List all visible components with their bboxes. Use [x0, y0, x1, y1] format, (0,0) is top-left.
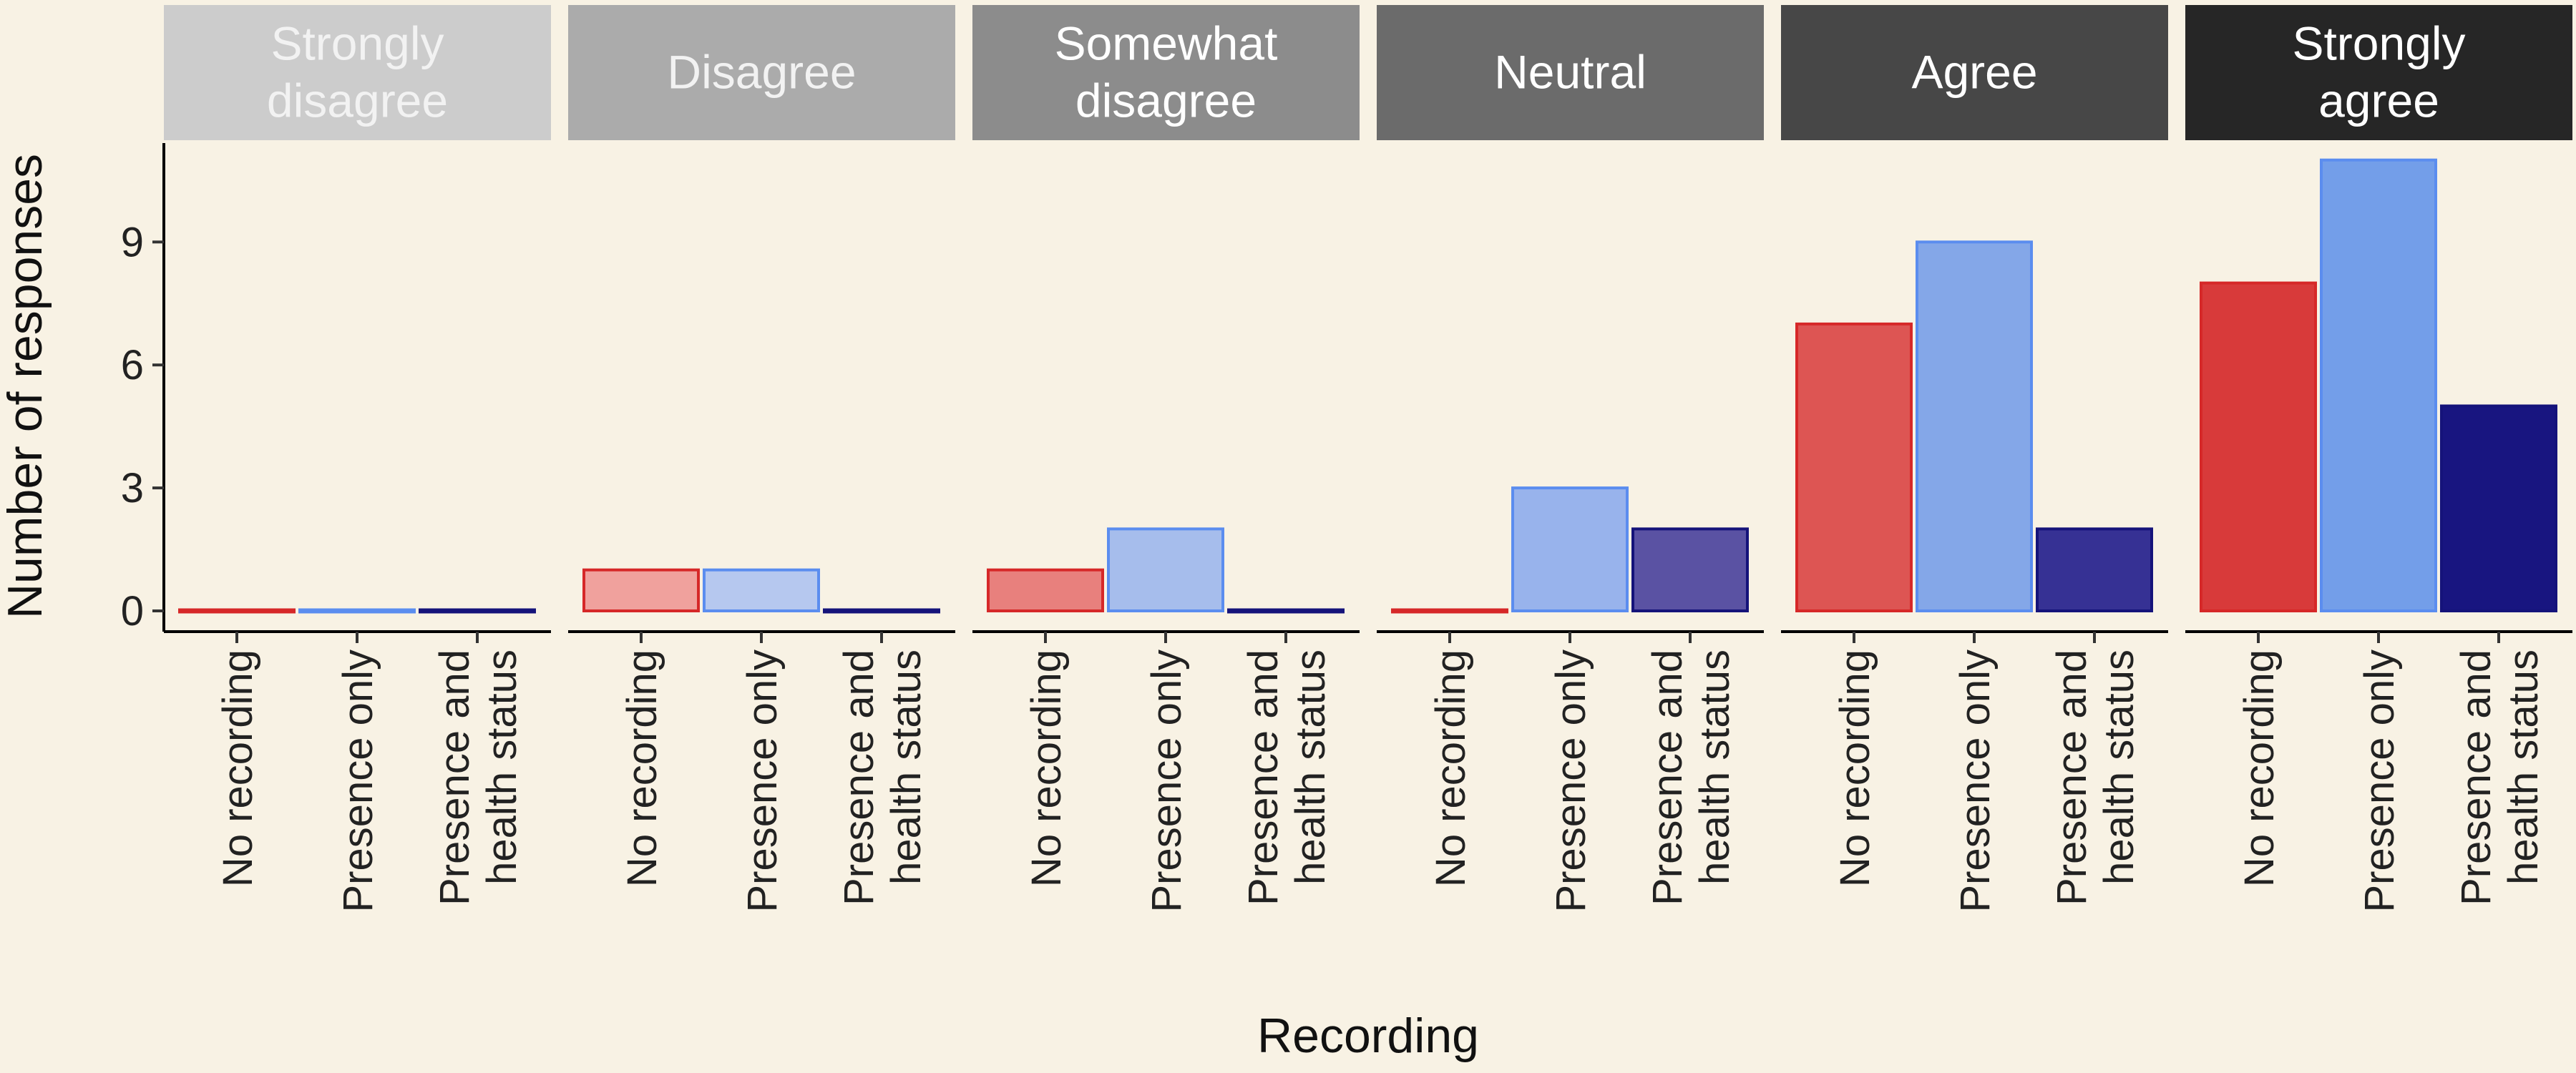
x-tick-label: No recording: [2236, 650, 2283, 887]
facet-panel: Strongly disagree No recording Presence onl…: [164, 5, 551, 913]
facet-strip: [1377, 5, 1764, 140]
facet-panel: Strongly agree No recording Presence only Pr…: [2185, 5, 2572, 913]
bar: [419, 608, 536, 614]
x-tick-label: No recording: [1832, 650, 1878, 887]
y-axis-title: Number of responses: [0, 154, 52, 619]
x-tick-label: Presence andhealth status: [1240, 650, 1334, 906]
x-tick-label: Presence only: [335, 650, 381, 913]
bar: [1795, 322, 1913, 612]
bar: [2036, 527, 2153, 613]
bar: [1107, 527, 1224, 613]
x-tick-label: Presence andhealth status: [2049, 650, 2142, 906]
facet-strip: [568, 5, 955, 140]
x-tick-label: No recording: [1023, 650, 1070, 887]
bar: [2200, 281, 2317, 612]
bar: [2320, 158, 2437, 612]
x-axis-title: Recording: [1257, 1009, 1479, 1063]
facet-strip-label: Neutral: [1494, 46, 1646, 99]
y-tick-label: 3: [121, 465, 144, 511]
facet-strip-label: Somewhat disagree: [1055, 17, 1278, 127]
y-tick-label: 9: [121, 219, 144, 265]
facet-strip: [972, 5, 1360, 140]
x-tick-label: Presence only: [1548, 650, 1594, 913]
bar: [823, 608, 940, 614]
bar: [1227, 608, 1345, 614]
panels-group: Strongly disagree No recording Presence onl…: [164, 5, 2572, 913]
facet-panel: Agree No recording Presence only Presence a…: [1781, 5, 2168, 913]
bar: [2440, 404, 2557, 612]
x-tick-label: Presence andhealth status: [431, 650, 525, 906]
y-tick-label: 6: [121, 342, 144, 388]
x-tick-label: Presence andhealth status: [1644, 650, 1738, 906]
y-axis: 0 3 6 9: [121, 143, 165, 635]
facet-panel: Disagree No recording Presence only Presenc…: [568, 5, 955, 913]
y-tick-label: 0: [121, 588, 144, 635]
x-tick-label: Presence only: [2356, 650, 2403, 913]
bar: [1511, 486, 1629, 612]
facet-panel: Neutral No recording Presence only Presence…: [1377, 5, 1764, 913]
facet-strip: [2185, 5, 2572, 140]
bar: [298, 608, 416, 614]
facet-strip: [164, 5, 551, 140]
bar: [703, 568, 820, 613]
x-tick-label: Presence andhealth status: [836, 650, 930, 906]
facet-strip-label: Disagree: [667, 46, 856, 99]
bar: [582, 568, 700, 613]
facet-strip-label: Strongly disagree: [267, 17, 448, 127]
x-tick-label: Presence andhealth status: [2453, 650, 2547, 906]
facet-strip-label: Agree: [1911, 46, 2037, 99]
x-tick-label: Presence only: [1952, 650, 1999, 913]
bar: [1916, 240, 2033, 612]
bar: [1631, 527, 1749, 613]
x-tick-label: No recording: [619, 650, 665, 887]
facet-strip: [1781, 5, 2168, 140]
x-tick-label: Presence only: [739, 650, 786, 913]
facet-strip-label: Strongly agree: [2292, 17, 2465, 127]
bar: [1391, 608, 1508, 614]
x-tick-label: No recording: [1428, 650, 1474, 887]
x-tick-label: No recording: [215, 650, 261, 887]
facet-panel: Somewhat disagree No recording Presence onl…: [972, 5, 1360, 913]
x-tick-label: Presence only: [1143, 650, 1190, 913]
bar: [987, 568, 1104, 613]
bar: [178, 608, 296, 614]
